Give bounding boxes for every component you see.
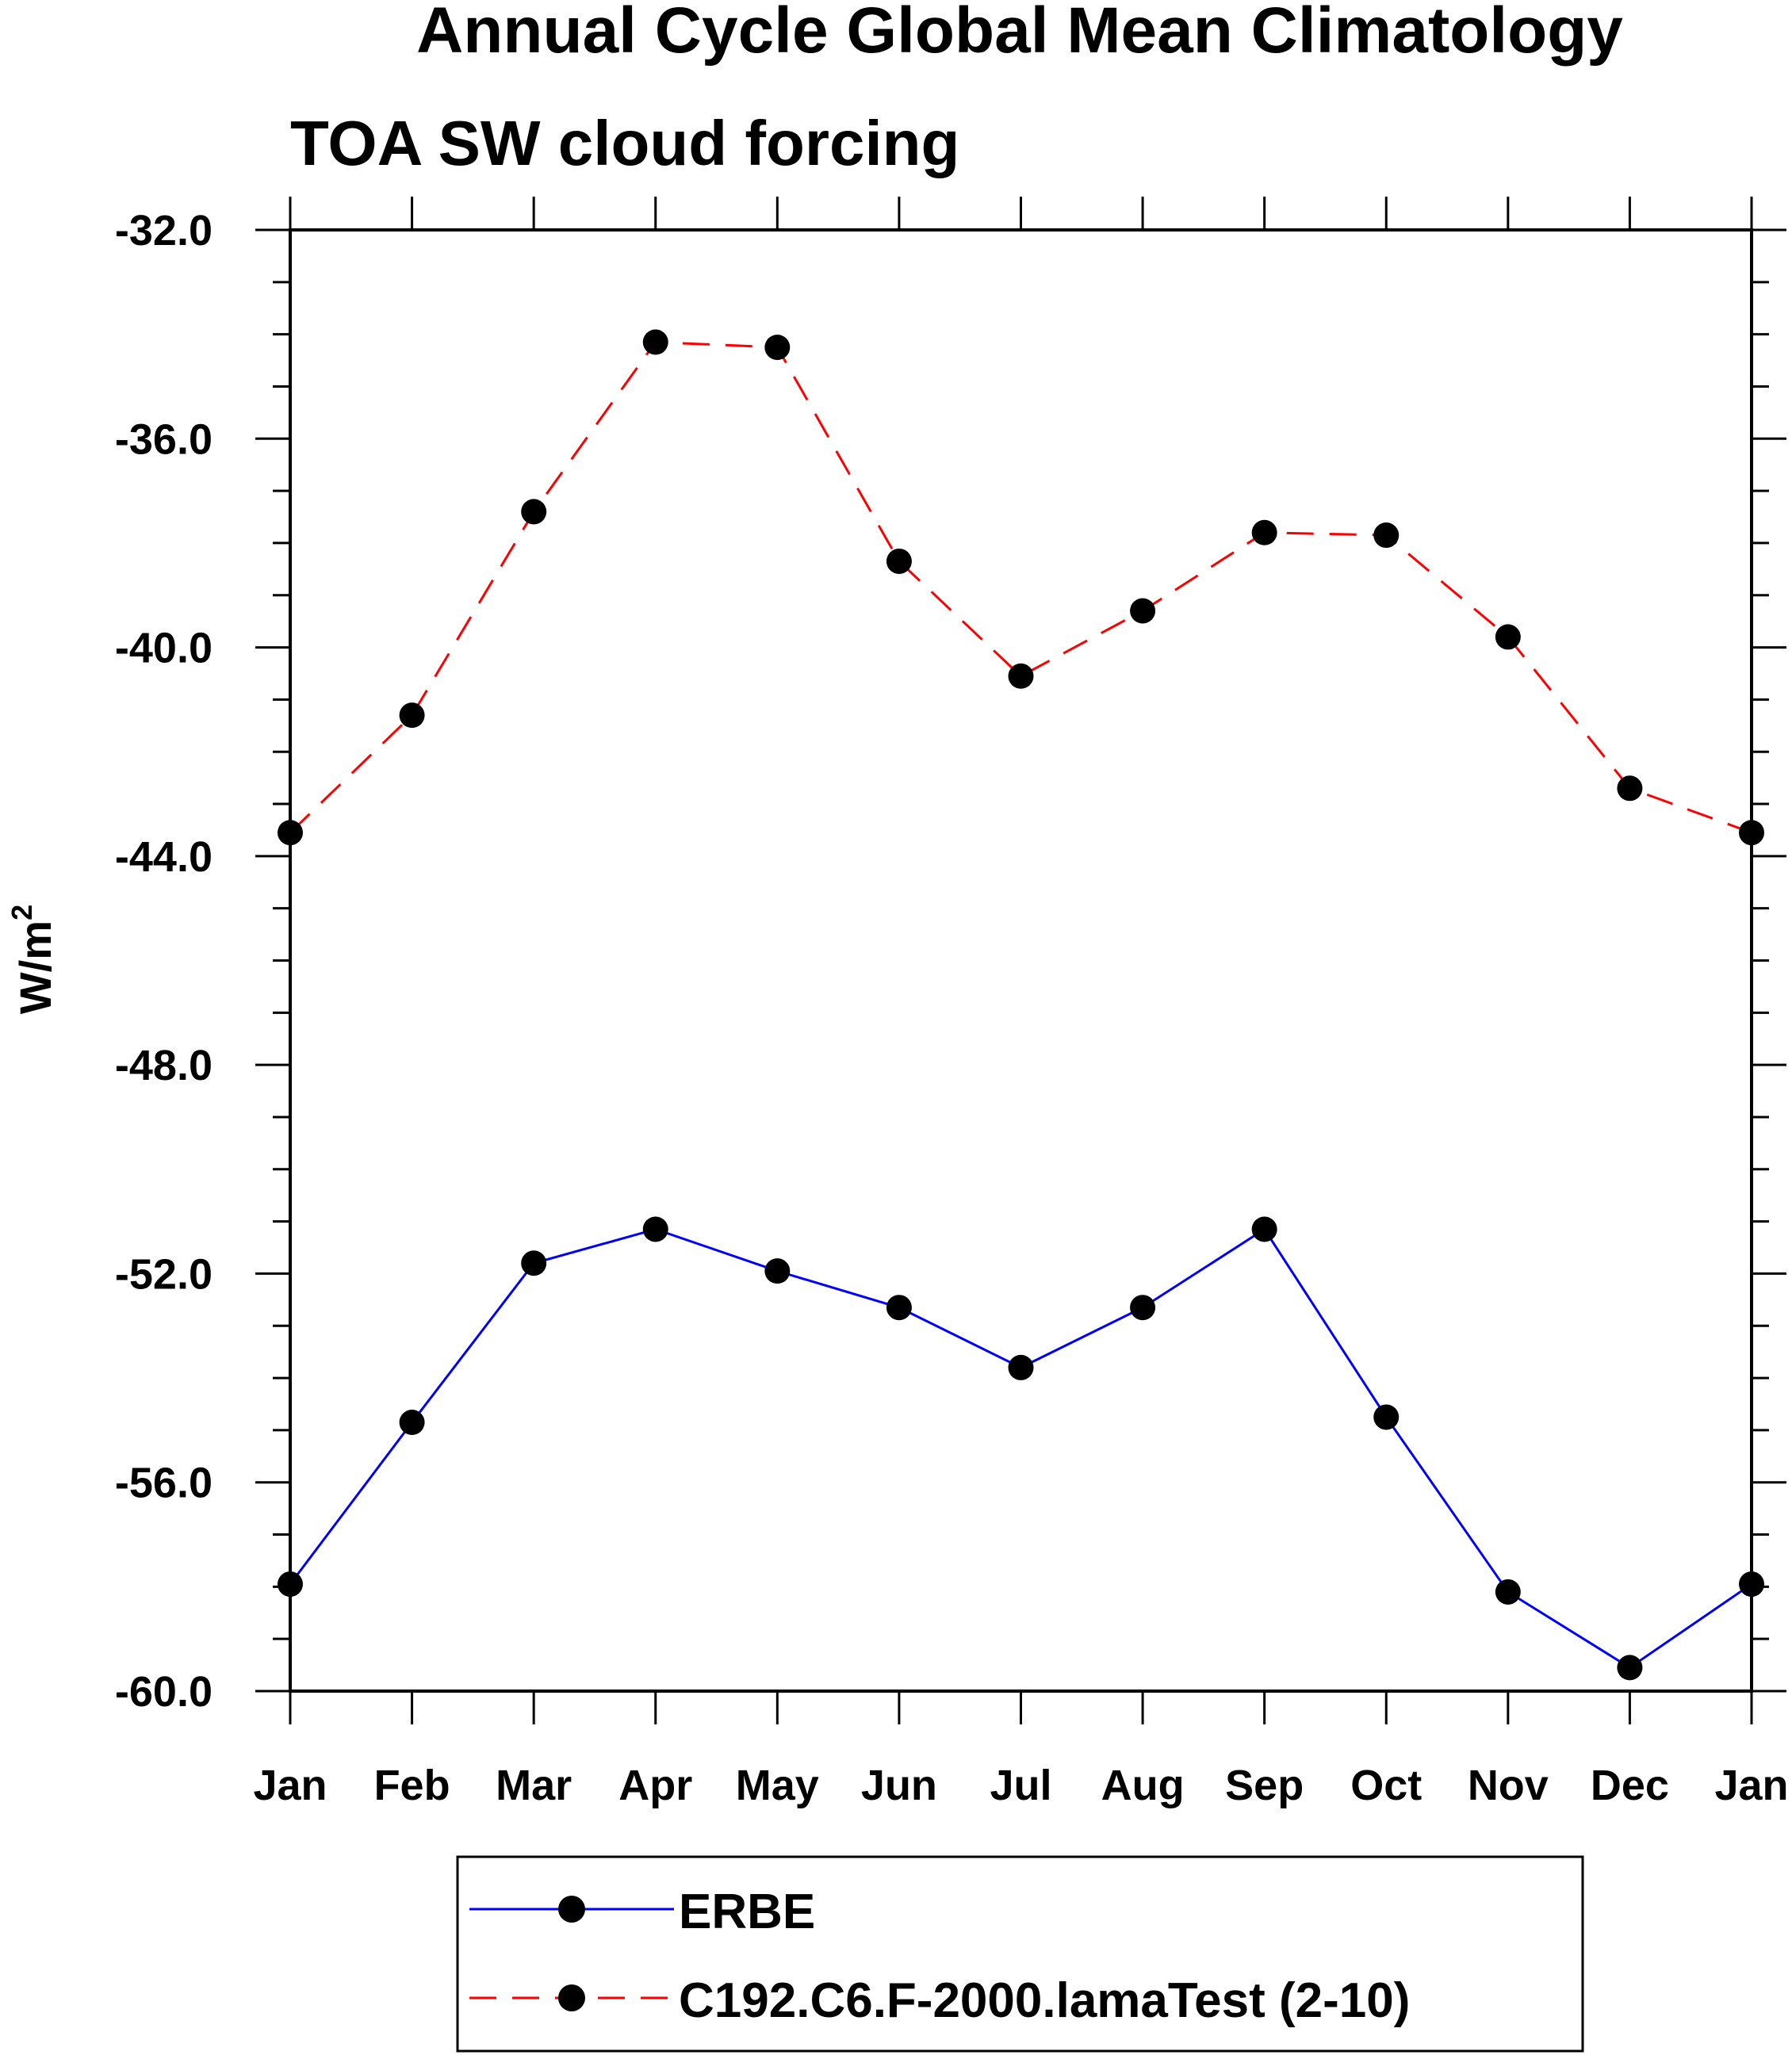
x-tick-label: May xyxy=(736,1762,819,1809)
x-tick-label: Feb xyxy=(374,1762,450,1809)
data-point xyxy=(1495,624,1521,650)
series-1 xyxy=(278,329,1764,846)
data-point xyxy=(399,702,425,729)
series-line-1 xyxy=(289,340,1752,834)
x-tick-label: Jan xyxy=(253,1762,327,1809)
data-point xyxy=(886,548,912,574)
plot-frame xyxy=(289,228,1753,1693)
data-point xyxy=(1008,663,1034,689)
data-point xyxy=(278,820,303,846)
data-point xyxy=(1130,598,1156,624)
legend-label-erbe: ERBE xyxy=(679,1885,815,1939)
data-point xyxy=(278,1571,303,1598)
x-tick-label: Sep xyxy=(1225,1762,1304,1809)
y-axis-label: W/m2 xyxy=(6,905,60,1014)
svg-text:W/m2: W/m2 xyxy=(6,905,60,1014)
x-tick-label: Dec xyxy=(1591,1762,1669,1809)
data-point xyxy=(1251,519,1277,545)
y-axis-label-superscript: 2 xyxy=(6,905,38,920)
data-point xyxy=(399,1410,425,1436)
x-tick-label: Jun xyxy=(861,1762,937,1809)
x-tick-label: Oct xyxy=(1350,1762,1422,1809)
x-tick-labels: Jan Feb Mar Apr May Jun Jul Aug Sep Oct Nov Dec Jan xyxy=(253,1762,1788,1809)
data-point xyxy=(1251,1216,1277,1242)
data-point xyxy=(886,1295,912,1321)
x-tick-label: Jul xyxy=(990,1762,1051,1809)
data-point xyxy=(1130,1295,1156,1321)
chart-title: Annual Cycle Global Mean Climatology xyxy=(416,0,1623,67)
axis-ticks xyxy=(255,197,1786,1724)
y-tick-label: -56.0 xyxy=(115,1460,213,1507)
data-point xyxy=(521,499,547,525)
series-layer xyxy=(278,329,1764,1681)
x-tick-label: Aug xyxy=(1101,1762,1185,1809)
data-point xyxy=(642,329,668,355)
series-0 xyxy=(278,1216,1764,1681)
legend-label-model: C192.C6.F-2000.lamaTest (2-10) xyxy=(679,1973,1410,2028)
x-tick-label: Nov xyxy=(1468,1762,1549,1809)
data-point xyxy=(1617,775,1643,802)
legend-marker-model xyxy=(558,1984,585,2011)
y-tick-label: -48.0 xyxy=(115,1042,213,1089)
data-point xyxy=(1739,1571,1764,1598)
x-tick-label: Apr xyxy=(618,1762,692,1809)
data-point xyxy=(1739,820,1764,846)
y-tick-label: -44.0 xyxy=(115,833,213,881)
y-tick-label: -40.0 xyxy=(115,625,213,672)
data-point xyxy=(521,1250,547,1276)
data-point xyxy=(1373,1404,1400,1430)
data-point xyxy=(1008,1354,1034,1380)
x-tick-label: Jan xyxy=(1714,1762,1788,1809)
y-tick-labels: -32.0 -36.0 -40.0 -44.0 -48.0 -52.0 -56.0 -60.0 xyxy=(115,207,213,1716)
legend-entry-model: C192.C6.F-2000.lamaTest (2-10) xyxy=(469,1973,1410,2028)
data-point xyxy=(764,335,791,361)
data-point xyxy=(1373,522,1400,549)
data-point xyxy=(764,1258,791,1284)
y-tick-label: -32.0 xyxy=(115,207,213,254)
series-line-0 xyxy=(289,1227,1752,1670)
legend-marker-erbe xyxy=(558,1896,585,1923)
y-tick-label: -36.0 xyxy=(115,415,213,463)
chart-subtitle: TOA SW cloud forcing xyxy=(290,108,959,178)
x-tick-label: Mar xyxy=(496,1762,572,1809)
y-tick-label: -60.0 xyxy=(115,1668,213,1716)
data-point xyxy=(1495,1579,1521,1605)
y-tick-label: -52.0 xyxy=(115,1250,213,1298)
legend-box xyxy=(456,1855,1584,2053)
y-axis-label-text: W/m xyxy=(10,920,60,1014)
legend-entry-erbe: ERBE xyxy=(469,1885,815,1939)
data-point xyxy=(642,1216,668,1242)
data-point xyxy=(1617,1655,1643,1681)
